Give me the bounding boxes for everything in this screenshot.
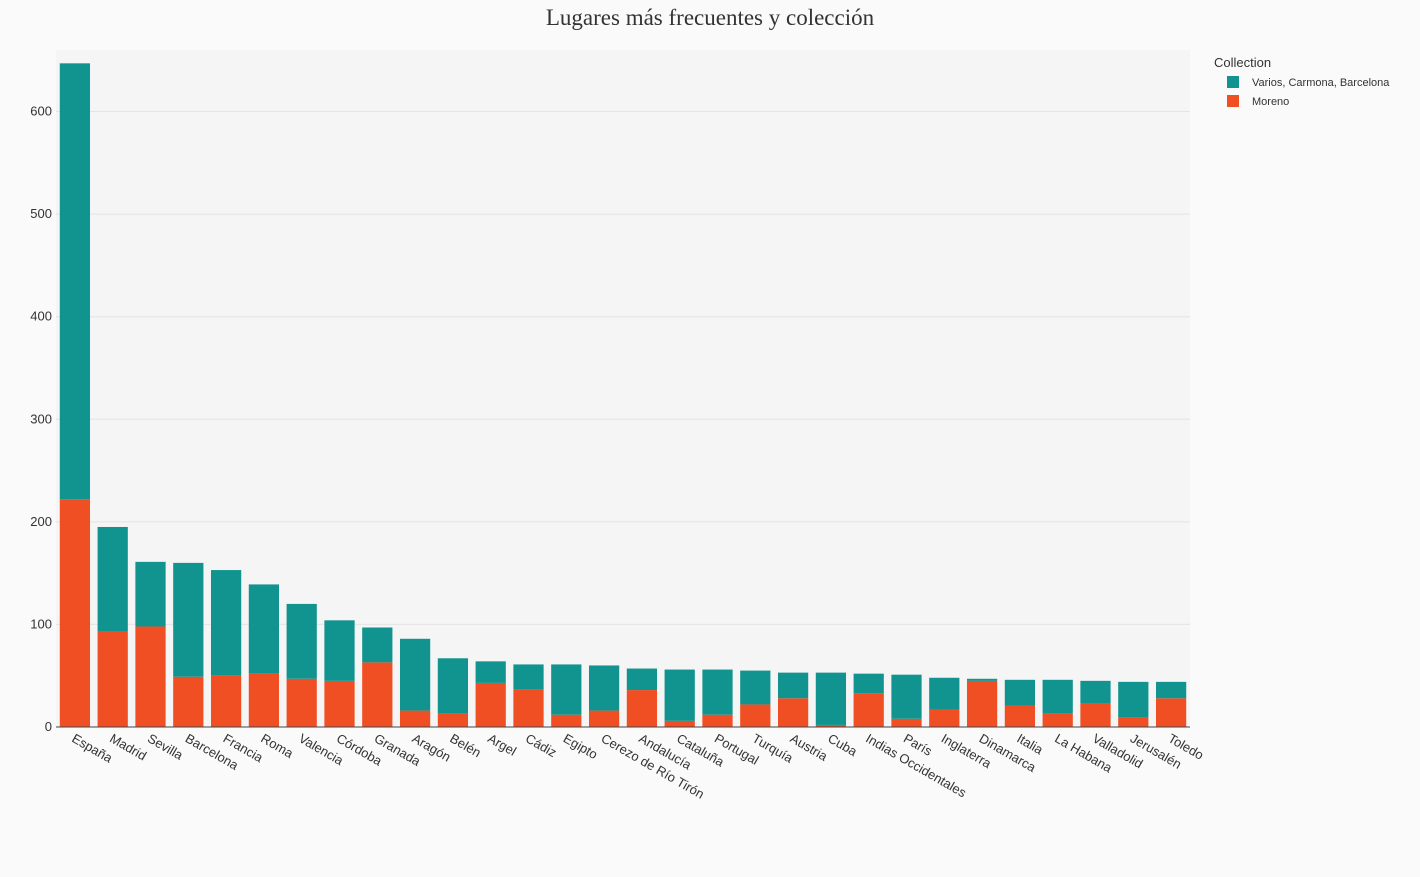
x-tick-label: Egipto	[561, 731, 600, 762]
bar-varios[interactable]	[135, 561, 166, 627]
x-tick-label: Cuba	[825, 731, 860, 760]
bar-moreno[interactable]	[588, 710, 620, 727]
bar-varios[interactable]	[286, 603, 317, 679]
bar-varios[interactable]	[929, 677, 960, 710]
x-tick-label: Cádiz	[523, 731, 559, 761]
bar-varios[interactable]	[210, 570, 242, 676]
plot-area	[56, 50, 1190, 727]
bar-moreno[interactable]	[929, 709, 960, 727]
y-tick-label: 300	[30, 411, 52, 426]
bar-moreno[interactable]	[173, 676, 204, 727]
y-tick-label: 400	[30, 309, 52, 324]
bar-varios[interactable]	[437, 658, 469, 714]
bar-varios[interactable]	[513, 664, 544, 690]
bar-moreno[interactable]	[1118, 717, 1149, 727]
legend-title: Collection	[1214, 55, 1271, 70]
bar-moreno[interactable]	[135, 626, 166, 727]
bar-varios[interactable]	[1080, 680, 1111, 704]
legend-label-moreno: Moreno	[1252, 96, 1289, 108]
bar-moreno[interactable]	[853, 693, 884, 727]
bar-moreno[interactable]	[210, 675, 242, 727]
gridlines	[56, 111, 1190, 625]
bar-varios[interactable]	[324, 620, 355, 681]
y-axis: 0 100 200 300 400 500 600	[30, 104, 52, 734]
bar-moreno[interactable]	[777, 698, 809, 727]
bar-moreno[interactable]	[97, 631, 128, 727]
bar-moreno[interactable]	[437, 713, 469, 727]
bar-varios[interactable]	[248, 584, 280, 674]
bar-moreno[interactable]	[626, 690, 658, 727]
bar-moreno[interactable]	[1042, 713, 1073, 727]
bar-varios[interactable]	[97, 526, 128, 632]
bar-varios[interactable]	[702, 669, 733, 715]
bar-varios[interactable]	[966, 678, 998, 681]
bar-moreno[interactable]	[966, 680, 998, 727]
bar-varios[interactable]	[551, 664, 582, 715]
chart-title: Lugares más frecuentes y colección	[546, 5, 875, 30]
bar-varios[interactable]	[59, 63, 91, 500]
x-tick-label: España	[69, 731, 115, 766]
bar-moreno[interactable]	[399, 710, 431, 727]
bar-varios[interactable]	[626, 668, 658, 691]
y-tick-label: 600	[30, 104, 52, 119]
legend-label-varios: Varios, Carmona, Barcelona	[1252, 77, 1390, 89]
bar-varios[interactable]	[740, 670, 771, 705]
x-tick-label: Belén	[447, 731, 483, 761]
y-tick-label: 100	[30, 616, 52, 631]
bar-varios[interactable]	[588, 665, 620, 711]
y-tick-label: 0	[45, 719, 52, 734]
bar-varios[interactable]	[399, 638, 431, 711]
bar-moreno[interactable]	[1155, 698, 1187, 727]
bar-varios[interactable]	[362, 627, 393, 663]
bar-moreno[interactable]	[59, 499, 91, 727]
bar-moreno[interactable]	[1080, 703, 1111, 727]
x-tick-label: Austria	[788, 731, 831, 765]
legend-swatch-moreno	[1227, 95, 1239, 107]
bar-varios[interactable]	[777, 672, 809, 699]
bar-moreno[interactable]	[362, 662, 393, 727]
bar-moreno[interactable]	[513, 689, 544, 727]
bar-varios[interactable]	[1042, 679, 1073, 714]
bar-moreno[interactable]	[702, 714, 733, 727]
bar-moreno[interactable]	[324, 680, 355, 727]
bar-varios[interactable]	[664, 669, 695, 721]
x-tick-label: Sevilla	[145, 731, 186, 764]
bar-varios[interactable]	[475, 661, 506, 683]
bar-varios[interactable]	[1155, 681, 1187, 699]
bar-moreno[interactable]	[740, 704, 771, 727]
bar-varios[interactable]	[853, 673, 884, 694]
y-tick-label: 500	[30, 206, 52, 221]
bar-varios[interactable]	[891, 674, 922, 719]
bar-varios[interactable]	[1004, 679, 1036, 706]
legend-swatch-varios	[1227, 76, 1239, 88]
legend-item-moreno[interactable]: Moreno	[1227, 95, 1289, 108]
x-tick-label: Argel	[485, 731, 519, 759]
bar-moreno[interactable]	[475, 682, 506, 727]
bar-moreno[interactable]	[551, 714, 582, 727]
x-tick-label: Roma	[258, 731, 296, 762]
bar-moreno[interactable]	[815, 724, 847, 727]
legend: Collection Varios, Carmona, Barcelona Mo…	[1214, 55, 1390, 108]
bar-moreno[interactable]	[891, 718, 922, 727]
y-tick-label: 200	[30, 514, 52, 529]
bar-varios[interactable]	[173, 562, 204, 677]
bar-moreno[interactable]	[286, 678, 317, 727]
bars	[59, 63, 1187, 727]
x-tick-label: Madrid	[107, 731, 149, 764]
legend-item-varios[interactable]: Varios, Carmona, Barcelona	[1227, 76, 1390, 89]
bar-moreno[interactable]	[664, 720, 695, 727]
bar-varios[interactable]	[815, 672, 847, 725]
bar-moreno[interactable]	[248, 673, 280, 727]
bar-moreno[interactable]	[1004, 705, 1036, 727]
bar-varios[interactable]	[1118, 681, 1149, 718]
